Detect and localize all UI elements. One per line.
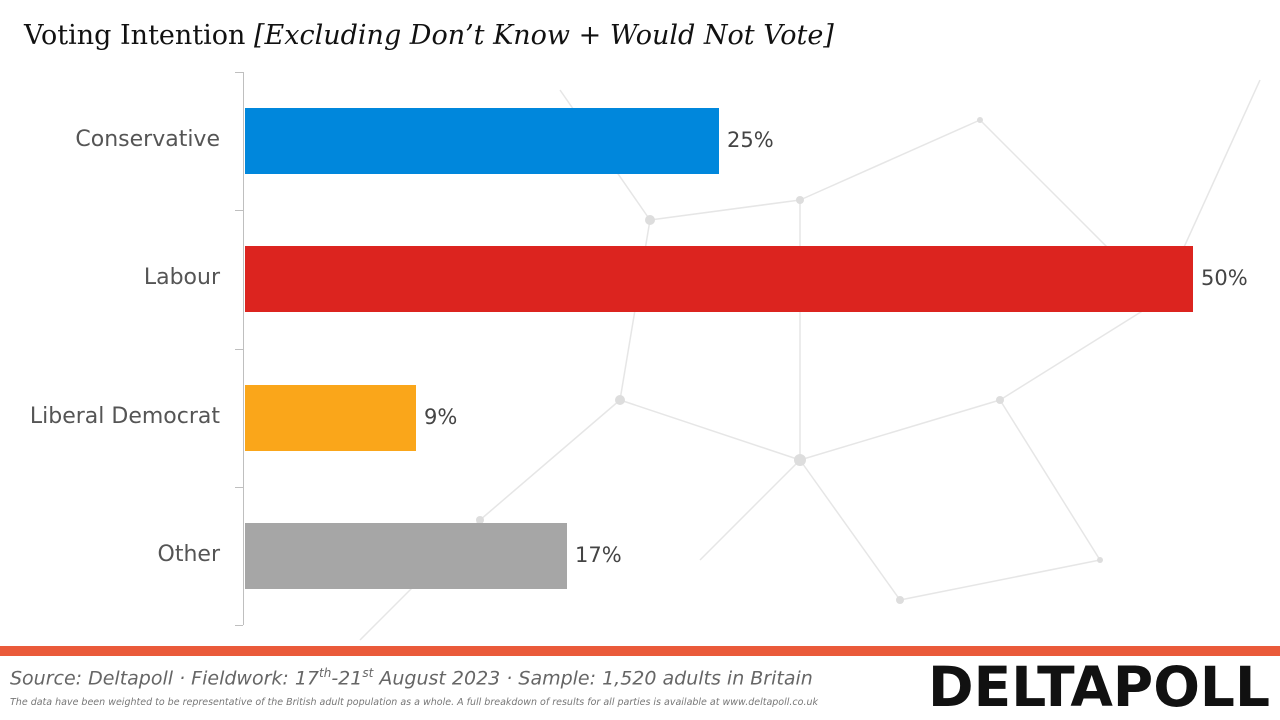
chart-title-main: Voting Intention (24, 20, 246, 51)
y-axis-tick (235, 210, 243, 211)
y-axis-line (243, 72, 244, 625)
bar-conservative (245, 108, 719, 174)
source-mid: -21 (331, 667, 363, 690)
chart-subtitle: [Excluding Don’t Know + Would Not Vote] (254, 20, 834, 51)
source-superscript-st: st (362, 666, 374, 680)
source-prefix: Source: Deltapoll · Fieldwork: 17 (10, 667, 320, 690)
bar-other (245, 523, 567, 589)
y-axis-tick (235, 72, 243, 73)
value-label: 17% (575, 543, 622, 567)
footer-accent-rule (0, 646, 1280, 656)
y-axis-tick (235, 625, 243, 626)
category-label: Conservative (75, 127, 220, 152)
deltapoll-logo: DELTAPOLL (928, 655, 1270, 716)
source-suffix: August 2023 · Sample: 1,520 adults in Br… (373, 667, 813, 690)
category-label: Other (157, 542, 220, 567)
bar-liberal-democrat (245, 385, 416, 451)
category-label: Liberal Democrat (29, 404, 220, 429)
y-axis-tick (235, 487, 243, 488)
logo-text: DELTAPOLL (928, 655, 1270, 716)
category-label: Labour (143, 265, 220, 290)
value-label: 25% (727, 128, 774, 152)
y-axis-tick (235, 349, 243, 350)
bar-chart: Conservative 25% Labour 50% Liberal Democrat… (29, 72, 1248, 626)
chart-title: Voting Intention [Excluding Don’t Know +… (24, 20, 834, 51)
source-line: Source: Deltapoll · Fieldwork: 17th-21st… (10, 666, 813, 689)
weighting-disclaimer: The data have been weighted to be repres… (10, 697, 818, 708)
source-superscript-th: th (319, 666, 332, 680)
value-label: 50% (1201, 266, 1248, 290)
value-label: 9% (424, 405, 458, 429)
bar-labour (245, 246, 1193, 312)
